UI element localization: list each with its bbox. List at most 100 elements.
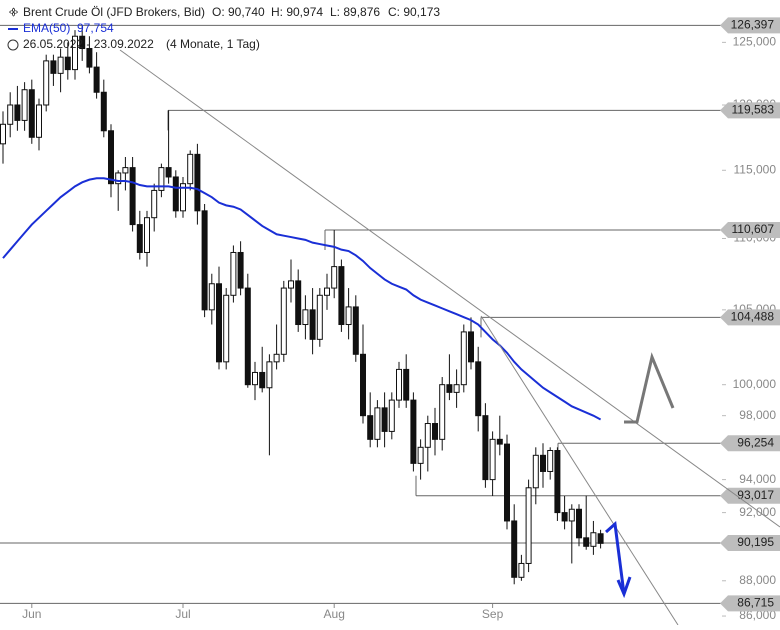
candle-body xyxy=(424,423,431,448)
candle-body xyxy=(223,294,230,363)
candle-body xyxy=(115,172,122,185)
candle-body xyxy=(352,306,359,355)
candle-body xyxy=(230,251,237,296)
trend-line xyxy=(119,49,780,528)
candle-body xyxy=(554,450,561,514)
candle-body xyxy=(79,35,86,50)
candle-body xyxy=(360,353,366,417)
trend-line xyxy=(480,315,679,626)
level-tag xyxy=(720,534,780,551)
candle-body xyxy=(7,104,14,125)
candle-body xyxy=(446,384,453,393)
candle-body xyxy=(403,368,410,401)
candle-body xyxy=(93,66,100,93)
candle-body xyxy=(165,167,172,178)
candle-body xyxy=(590,532,597,547)
candle-body xyxy=(532,454,539,489)
x-tick-label: Aug xyxy=(324,607,345,621)
level-label: 119,583 xyxy=(732,102,775,116)
candle-body xyxy=(295,280,302,326)
candle-body xyxy=(331,266,338,289)
candle-body xyxy=(583,537,590,547)
candle-body xyxy=(122,167,129,174)
candle-body xyxy=(388,399,395,432)
forecast-arrow xyxy=(605,520,626,595)
candle-body xyxy=(367,415,374,440)
candle-body xyxy=(180,183,186,212)
candle-body xyxy=(453,384,460,393)
candle-body xyxy=(252,371,258,386)
candle-body xyxy=(28,89,35,138)
candle-body xyxy=(511,520,518,578)
level-label: 110,607 xyxy=(732,222,775,236)
candle-body xyxy=(417,446,424,464)
candle-body xyxy=(244,287,251,386)
candle-body xyxy=(396,368,402,401)
y-tick-label: 94,000 xyxy=(739,472,776,486)
candle-body xyxy=(86,48,93,68)
ohlc: H: 90,974 xyxy=(271,5,323,19)
ema-line xyxy=(2,177,602,421)
candle-body xyxy=(194,153,201,212)
candle-body xyxy=(547,450,554,472)
level-label: 104,488 xyxy=(731,310,775,324)
level-tag xyxy=(720,435,780,452)
y-tick-label: 100,000 xyxy=(733,377,777,391)
y-tick-label: 88,000 xyxy=(739,573,776,587)
y-tick-label: 86,000 xyxy=(739,608,776,622)
indicator-value: 97,754 xyxy=(77,21,114,35)
candle-body xyxy=(136,224,143,253)
y-tick-label: 92,000 xyxy=(739,505,776,519)
candle-body xyxy=(460,331,467,386)
candle-body xyxy=(374,407,381,440)
candle-body xyxy=(72,35,78,71)
candle-body xyxy=(432,423,438,440)
candle-body xyxy=(504,443,510,522)
candle-body xyxy=(43,60,50,106)
candle-body xyxy=(410,399,417,464)
candle-body xyxy=(64,56,71,71)
ohlc: C: 90,173 xyxy=(388,5,440,19)
level-label: 126,397 xyxy=(731,17,775,31)
candle-body xyxy=(57,56,64,74)
candle-body xyxy=(266,361,273,389)
candle-body xyxy=(151,189,158,219)
level-tag xyxy=(720,17,780,34)
candle-body xyxy=(237,251,244,289)
clock-icon xyxy=(7,39,19,51)
candle-body xyxy=(345,306,352,326)
header: ᯽ Brent Crude Öl (JFD Brokers, Bid) O: 9… xyxy=(7,5,440,51)
x-tick-label: Jun xyxy=(22,607,41,621)
x-tick-label: Sep xyxy=(482,607,504,621)
candle-body xyxy=(129,167,136,226)
y-tick-label: 115,000 xyxy=(734,162,777,176)
icon: ᯽ xyxy=(8,8,19,19)
level-tag xyxy=(720,487,780,504)
candle-body xyxy=(208,283,215,311)
candle-body xyxy=(158,167,165,191)
candle-body xyxy=(259,371,266,389)
candle-body xyxy=(309,309,316,340)
candle-body xyxy=(496,438,503,445)
level-tag xyxy=(720,102,780,119)
x-tick-label: Jul xyxy=(175,607,190,621)
candle-body xyxy=(518,562,525,578)
candle-body xyxy=(576,508,582,539)
candle-body xyxy=(0,123,6,145)
period-note: (4 Monate, 1 Tag) xyxy=(166,37,260,51)
plot: 125,000120,000115,000110,000105,000100,0… xyxy=(0,17,780,622)
candle-body xyxy=(475,361,482,417)
arrow-head xyxy=(616,576,632,599)
candle-body xyxy=(324,287,330,296)
level-label: 90,195 xyxy=(737,535,774,549)
candle-body xyxy=(144,217,150,253)
level-label: 86,715 xyxy=(737,596,774,610)
candle-body xyxy=(381,407,388,432)
candle-body xyxy=(597,533,604,544)
candle-body xyxy=(14,104,21,121)
level-tag xyxy=(720,595,780,612)
ohlc: L: 89,876 xyxy=(330,5,380,19)
candle-body xyxy=(568,508,575,522)
candle-body xyxy=(316,294,323,340)
